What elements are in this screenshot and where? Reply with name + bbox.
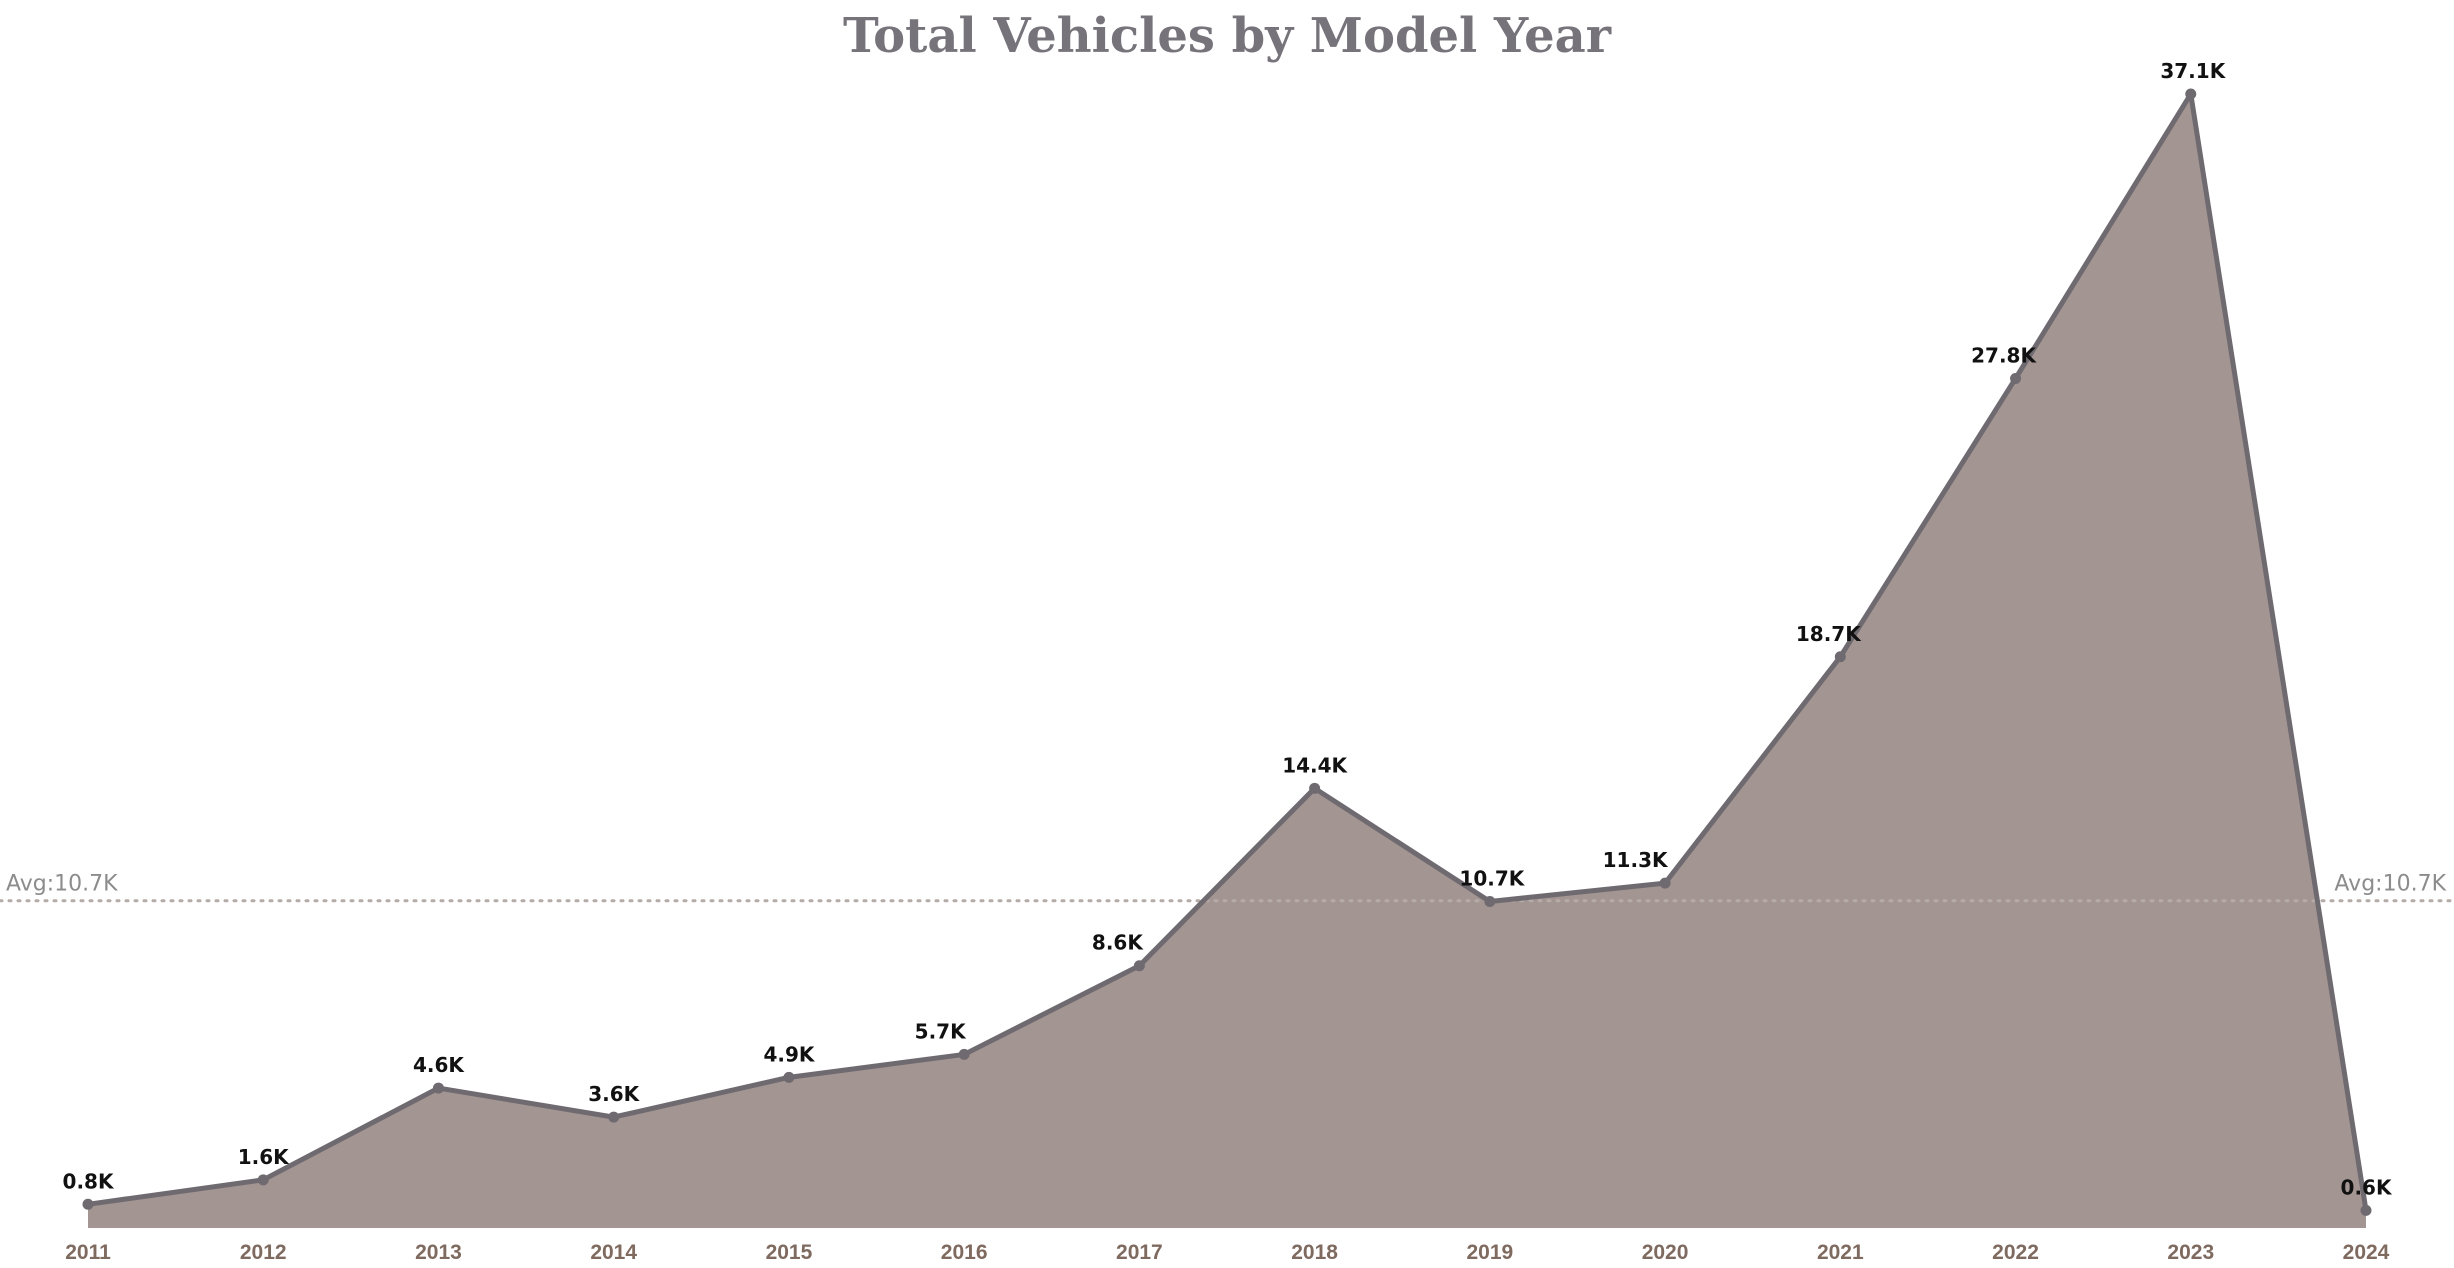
- data-point: [432, 1082, 444, 1094]
- data-point: [1659, 877, 1671, 889]
- data-point: [257, 1174, 269, 1186]
- data-label: 11.3K: [1603, 848, 1669, 872]
- data-point: [2010, 372, 2022, 384]
- data-point: [82, 1198, 94, 1210]
- area-fill: [88, 94, 2366, 1228]
- data-label: 27.8K: [1971, 343, 2037, 367]
- data-label: 8.6K: [1092, 931, 1144, 955]
- x-tick-label: 2014: [590, 1241, 637, 1264]
- data-label: 3.6K: [588, 1082, 640, 1106]
- x-tick-label: 2022: [1992, 1241, 2039, 1264]
- data-label: 18.7K: [1796, 622, 1862, 646]
- data-point: [2185, 88, 2197, 100]
- average-label-right: Avg:10.7K: [2334, 872, 2446, 897]
- x-tick-label: 2015: [766, 1241, 813, 1264]
- data-point: [1484, 895, 1496, 907]
- data-label: 1.6K: [238, 1145, 290, 1169]
- x-tick-label: 2020: [1642, 1241, 1689, 1264]
- data-label: 0.6K: [2341, 1175, 2393, 1199]
- data-label: 4.6K: [413, 1053, 465, 1077]
- data-point: [783, 1071, 795, 1083]
- series-line: [87, 91, 2369, 1211]
- x-tick-label: 2013: [415, 1241, 462, 1264]
- data-point: [958, 1048, 970, 1060]
- data-label: 37.1K: [2160, 59, 2226, 83]
- data-label: 0.8K: [63, 1169, 115, 1193]
- data-label: 14.4K: [1282, 753, 1348, 777]
- x-tick-label: 2012: [240, 1241, 287, 1264]
- x-tick-label: 2016: [941, 1241, 988, 1264]
- x-tick-label: 2017: [1116, 1241, 1163, 1264]
- data-point: [608, 1111, 620, 1123]
- chart-title: Total Vehicles by Model Year: [842, 8, 1612, 64]
- data-point: [1133, 960, 1145, 972]
- data-label: 10.7K: [1459, 866, 1525, 890]
- x-tick-label: 2023: [2167, 1241, 2214, 1264]
- data-label: 4.9K: [763, 1042, 815, 1066]
- average-label-left: Avg:10.7K: [6, 872, 118, 897]
- data-point: [2360, 1204, 2372, 1216]
- x-tick-label: 2018: [1291, 1241, 1338, 1264]
- x-tick-label: 2024: [2343, 1241, 2390, 1264]
- x-tick-label: 2011: [65, 1241, 111, 1264]
- x-tick-label: 2019: [1466, 1241, 1513, 1264]
- data-label: 5.7K: [915, 1019, 967, 1043]
- x-tick-label: 2021: [1817, 1241, 1864, 1264]
- data-point: [1834, 651, 1846, 663]
- data-point: [1309, 782, 1321, 794]
